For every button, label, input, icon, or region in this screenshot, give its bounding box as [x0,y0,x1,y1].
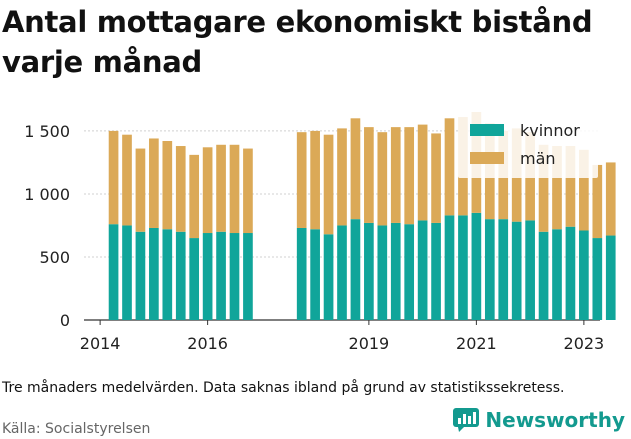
bar-kvinnor-27 [511,221,522,320]
bar-män-33 [592,164,603,239]
bar-kvinnor-14 [337,225,347,320]
bar-kvinnor-30 [552,229,562,320]
bar-kvinnor-21 [431,222,441,320]
bar-kvinnor-12 [310,229,320,320]
bar-kvinnor-25 [484,219,495,320]
bar-män-31 [565,146,576,227]
bar-män-18 [390,127,401,223]
bar-män-20 [417,124,428,221]
bar-män-10 [243,148,253,234]
bar-män-5 [175,146,186,232]
stacked-bar-chart: 0 500 1 000 1 500 2014 2016 2019 2021 2023 kvin… [24,112,616,353]
bar-män-0 [108,130,119,225]
y-axis: 0 500 1 000 1 500 [24,122,70,330]
x-tick-label: 2021 [456,334,497,353]
bar-kvinnor-0 [108,224,119,320]
bar-kvinnor-3 [149,227,159,320]
bar-män-22 [444,118,455,216]
bar-kvinnor-29 [538,231,549,320]
bar-kvinnor-10 [243,233,253,320]
bar-kvinnor-2 [135,231,146,320]
chart-title: Antal mottagare ekonomiskt bistånd varje… [2,5,593,79]
bar-kvinnor-24 [471,212,482,320]
bar-män-7 [202,147,213,234]
x-tick-label: 2016 [187,334,228,353]
bar-kvinnor-20 [417,220,428,320]
brand-logo: Newsworthy [453,408,625,432]
y-tick-label: 1 500 [24,122,70,141]
bar-män-6 [189,154,200,239]
bar-kvinnor-33 [592,238,603,320]
bar-män-30 [552,146,562,230]
bar-kvinnor-28 [525,220,535,320]
bar-kvinnor-17 [377,225,388,320]
y-tick-label: 0 [60,311,70,330]
bar-kvinnor-6 [189,238,200,320]
legend-label-män: män [520,149,556,168]
bar-kvinnor-18 [390,222,401,320]
x-tick-label: 2014 [80,334,121,353]
bar-kvinnor-13 [323,234,334,320]
bar-kvinnor-15 [350,219,361,320]
bar-män-3 [149,138,159,228]
bar-kvinnor-4 [162,229,173,320]
x-axis: 2014 2016 2019 2021 2023 [80,320,604,353]
legend-swatch-män [470,152,504,164]
source-credit: Källa: Socialstyrelsen [2,421,151,437]
y-tick-label: 500 [39,248,70,267]
bar-män-13 [323,134,334,235]
bar-män-4 [162,140,173,230]
footnote: Tre månaders medelvärden. Data saknas ib… [2,380,565,396]
x-tick-label: 2019 [349,334,390,353]
bar-män-34 [605,162,616,236]
bar-män-2 [135,148,146,232]
bar-kvinnor-26 [498,219,509,320]
bar-män-9 [229,144,240,234]
bar-kvinnor-8 [216,231,226,320]
x-tick-label: 2023 [564,334,605,353]
bar-män-1 [122,134,132,226]
bar-kvinnor-22 [444,215,455,320]
bar-kvinnor-11 [296,227,307,320]
bar-kvinnor-7 [202,233,213,320]
bar-män-12 [310,130,320,230]
bar-män-21 [431,133,441,223]
bar-män-11 [296,132,307,228]
bar-kvinnor-19 [404,224,415,320]
bar-kvinnor-34 [605,235,616,320]
bar-män-19 [404,127,415,225]
bar-män-17 [377,132,388,226]
bar-kvinnor-23 [458,215,468,320]
bar-kvinnor-16 [364,222,374,320]
bar-män-32 [579,149,589,231]
bar-män-16 [364,127,374,223]
bar-kvinnor-9 [229,233,240,320]
bar-kvinnor-5 [175,231,186,320]
bar-män-15 [350,118,361,220]
bar-män-29 [538,144,549,232]
legend-label-kvinnor: kvinnor [520,121,580,140]
bar-kvinnor-32 [579,230,589,320]
bar-män-14 [337,128,347,226]
bar-kvinnor-1 [122,225,132,320]
legend-swatch-kvinnor [470,124,504,136]
bar-kvinnor-31 [565,226,576,320]
bar-män-8 [216,144,226,232]
y-tick-label: 1 000 [24,185,70,204]
newsworthy-logo-icon [453,408,480,432]
legend: kvinnor män [458,112,598,178]
brand-name: Newsworthy [485,408,625,432]
